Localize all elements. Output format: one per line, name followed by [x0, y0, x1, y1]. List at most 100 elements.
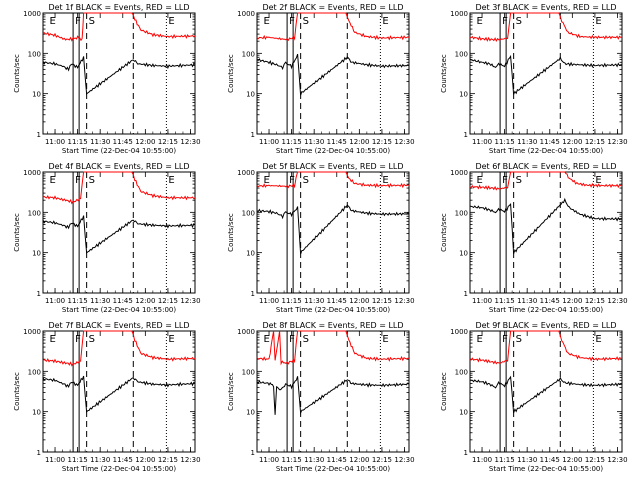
y-tick-label: 1: [251, 290, 255, 298]
phase-marker-label: S: [516, 334, 522, 345]
phase-marker-label: S: [89, 334, 95, 345]
y-axis-label: Counts/sec: [13, 213, 21, 252]
x-tick-label: 11:30: [517, 456, 537, 464]
x-tick-label: 12:00: [562, 456, 582, 464]
x-tick-label: 11:15: [282, 138, 302, 146]
chart-title: Det 2f BLACK = Events, RED = LLD: [262, 3, 403, 12]
phase-marker-label: F: [75, 175, 81, 186]
phase-marker-label: E: [477, 334, 483, 345]
phase-marker-label: S: [89, 16, 95, 27]
x-axis-label: Start Time (22-Dec-04 10:55:00): [489, 465, 603, 473]
x-axis-label: Start Time (22-Dec-04 10:55:00): [62, 306, 176, 314]
x-tick-label: 12:15: [372, 138, 392, 146]
phase-marker-label: S: [303, 334, 309, 345]
x-tick-label: 12:30: [607, 138, 627, 146]
x-tick-label: 11:30: [517, 297, 537, 305]
series-line: [256, 53, 410, 96]
x-tick-label: 12:00: [349, 456, 369, 464]
phase-marker-label: E: [264, 16, 270, 27]
x-tick-label: 11:30: [90, 456, 110, 464]
phase-marker-label: E: [168, 16, 174, 27]
y-tick-label: 1: [464, 131, 468, 139]
phase-marker-label: E: [382, 334, 388, 345]
phase-marker-label: E: [595, 175, 601, 186]
x-tick-label: 12:30: [607, 456, 627, 464]
y-tick-label: 100: [242, 368, 255, 376]
y-tick-label: 1000: [23, 169, 41, 177]
x-tick-label: 11:45: [113, 138, 133, 146]
x-tick-label: 12:15: [372, 297, 392, 305]
x-tick-label: 12:00: [349, 138, 369, 146]
phase-marker-label: E: [50, 334, 56, 345]
series-line: [256, 204, 410, 255]
x-tick-label: 11:15: [495, 456, 515, 464]
y-tick-label: 100: [28, 50, 41, 58]
x-tick-label: 12:00: [562, 297, 582, 305]
y-tick-label: 100: [455, 209, 468, 217]
x-tick-label: 11:45: [540, 297, 560, 305]
x-tick-label: 11:45: [327, 297, 347, 305]
x-axis-label: Start Time (22-Dec-04 10:55:00): [276, 306, 390, 314]
y-axis-label: Counts/sec: [227, 372, 235, 411]
x-tick-label: 11:45: [327, 456, 347, 464]
x-tick-label: 11:15: [68, 456, 88, 464]
x-tick-label: 11:45: [113, 456, 133, 464]
y-tick-label: 1: [251, 449, 255, 457]
chart-title: Det 7f BLACK = Events, RED = LLD: [48, 321, 189, 330]
x-axis-label: Start Time (22-Dec-04 10:55:00): [489, 147, 603, 155]
y-tick-label: 100: [242, 50, 255, 58]
phase-marker-label: F: [502, 334, 508, 345]
x-tick-label: 12:15: [158, 138, 178, 146]
y-tick-label: 1000: [23, 328, 41, 336]
y-tick-label: 100: [28, 368, 41, 376]
chart-title: Det 1f BLACK = Events, RED = LLD: [48, 3, 189, 12]
y-axis-label: Counts/sec: [440, 54, 448, 93]
series-line: [256, 330, 410, 366]
y-tick-label: 10: [246, 250, 255, 258]
phase-marker-label: F: [502, 175, 508, 186]
x-tick-label: 12:30: [607, 297, 627, 305]
x-tick-label: 11:45: [540, 138, 560, 146]
x-tick-label: 11:15: [495, 138, 515, 146]
y-tick-label: 10: [32, 91, 41, 99]
phase-marker-label: E: [50, 16, 56, 27]
plot-frame: [469, 330, 623, 453]
y-tick-label: 10: [246, 91, 255, 99]
x-tick-label: 11:45: [540, 456, 560, 464]
x-tick-label: 11:00: [259, 138, 279, 146]
series-line: [42, 330, 196, 367]
x-tick-label: 12:15: [585, 456, 605, 464]
series-line: [256, 376, 410, 415]
phase-marker-label: S: [516, 175, 522, 186]
x-axis-label: Start Time (22-Dec-04 10:55:00): [489, 306, 603, 314]
phase-marker-label: E: [477, 175, 483, 186]
x-axis-label: Start Time (22-Dec-04 10:55:00): [276, 465, 390, 473]
chart-title: Det 5f BLACK = Events, RED = LLD: [262, 162, 403, 171]
y-tick-label: 10: [459, 91, 468, 99]
x-tick-label: 11:15: [68, 297, 88, 305]
y-tick-label: 1: [37, 290, 41, 298]
series-line: [469, 197, 622, 254]
x-tick-label: 12:15: [372, 456, 392, 464]
x-tick-label: 12:30: [180, 138, 200, 146]
y-tick-label: 1000: [237, 169, 255, 177]
x-tick-label: 11:00: [472, 456, 492, 464]
x-tick-label: 11:45: [113, 297, 133, 305]
y-axis-label: Counts/sec: [440, 372, 448, 411]
x-tick-label: 11:00: [45, 138, 65, 146]
y-tick-label: 1000: [450, 10, 468, 18]
series-line: [42, 56, 196, 95]
plot-frame: [256, 330, 410, 453]
x-tick-label: 12:30: [394, 138, 414, 146]
plot-frame: [256, 12, 410, 135]
y-axis-label: Counts/sec: [440, 213, 448, 252]
chart-title: Det 9f BLACK = Events, RED = LLD: [475, 321, 616, 330]
x-tick-label: 11:15: [68, 138, 88, 146]
x-tick-label: 12:15: [158, 456, 178, 464]
plot-frame: [42, 12, 196, 135]
x-tick-label: 11:15: [282, 297, 302, 305]
series-line: [256, 12, 410, 42]
series-line: [42, 215, 196, 254]
